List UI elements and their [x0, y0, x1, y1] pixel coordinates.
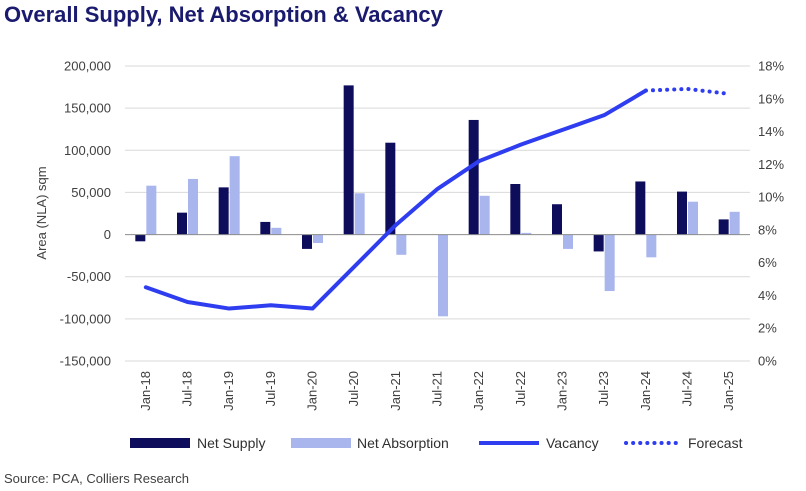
x-tick-label: Jan-21: [388, 371, 403, 411]
y2-tick-label: 0%: [758, 354, 777, 369]
net-absorption-bar: [688, 201, 698, 235]
legend-vacancy: Vacancy: [479, 435, 599, 451]
x-tick-label: Jul-22: [513, 371, 528, 406]
net-supply-bar: [677, 191, 687, 235]
net-absorption-bar: [604, 234, 615, 292]
line-series: [143, 86, 732, 311]
net-absorption-bar: [313, 234, 323, 243]
y-tick-label: -50,000: [67, 269, 111, 284]
x-tick-label: Jan-22: [471, 371, 486, 411]
net-supply-bar: [510, 184, 521, 235]
y2-tick-label: 2%: [758, 321, 777, 336]
y2-tick-label: 8%: [758, 222, 777, 237]
vacancy-line: [143, 88, 648, 311]
right-axis: 0% 2% 4% 6% 8% 10% 12% 14% 16% 18%: [758, 59, 784, 369]
net-absorption-bar: [229, 156, 240, 235]
y2-tick-label: 10%: [758, 190, 784, 205]
net-absorption-bar: [354, 193, 365, 235]
y-tick-label: -100,000: [60, 311, 111, 326]
net-supply-bar: [135, 234, 146, 242]
net-supply-bar: [177, 212, 187, 235]
source-note: Source: PCA, Colliers Research: [4, 471, 189, 486]
x-axis: Jan-18 Jul-18 Jan-19 Jul-19 Jan-20 Jul-20 Jan-…: [138, 371, 736, 411]
bar-series: [135, 85, 740, 317]
y2-tick-label: 12%: [758, 157, 784, 172]
x-tick-label: Jan-18: [138, 371, 153, 411]
net-supply-bar: [218, 187, 229, 235]
x-tick-label: Jul-23: [596, 371, 611, 406]
legend-net-supply: Net Supply: [130, 435, 265, 451]
legend-label: Net Absorption: [357, 435, 449, 451]
legend-label: Net Supply: [197, 435, 265, 451]
x-tick-label: Jan-25: [721, 371, 736, 411]
net-absorption-bar: [646, 234, 657, 258]
x-tick-label: Jan-20: [305, 371, 320, 411]
net-absorption-bar: [521, 232, 532, 235]
net-supply-bar: [468, 119, 479, 235]
x-tick-label: Jan-24: [638, 371, 653, 411]
net-absorption-bar: [563, 234, 573, 249]
net-supply-bar: [385, 142, 396, 235]
y-tick-label: 100,000: [64, 143, 111, 158]
x-tick-label: Jul-20: [346, 371, 361, 406]
x-tick-label: Jul-24: [680, 371, 695, 406]
net-supply-bar: [302, 234, 312, 249]
legend-label: Forecast: [688, 435, 743, 451]
net-absorption-bar: [271, 227, 282, 235]
forecast-line: [643, 86, 732, 96]
legend-swatch: [291, 438, 351, 448]
y2-tick-label: 16%: [758, 91, 784, 106]
net-supply-bar: [635, 181, 646, 235]
y2-tick-label: 14%: [758, 124, 784, 139]
net-absorption-bar: [729, 211, 740, 235]
net-absorption-bar: [479, 195, 490, 235]
legend-net-absorption: Net Absorption: [291, 435, 449, 451]
legend-label: Vacancy: [546, 435, 599, 451]
y-tick-label: 50,000: [71, 185, 111, 200]
y-tick-label: 0: [104, 227, 111, 242]
net-supply-bar: [593, 234, 604, 252]
net-absorption-bar: [396, 234, 407, 255]
x-tick-label: Jul-19: [263, 371, 278, 406]
net-absorption-bar: [188, 178, 198, 235]
chart-title: Overall Supply, Net Absorption & Vacancy: [4, 2, 443, 27]
net-supply-bar: [260, 221, 271, 235]
y2-tick-label: 18%: [758, 59, 784, 74]
y-axis-label: Area (NLA) sqm: [34, 166, 49, 259]
left-axis: -150,000 -100,000 -50,000 0 50,000 100,000 150…: [60, 59, 111, 369]
net-supply-bar: [343, 85, 354, 235]
x-tick-label: Jan-19: [221, 371, 236, 411]
y2-tick-label: 6%: [758, 255, 777, 270]
net-supply-bar: [552, 204, 562, 235]
net-supply-bar: [718, 219, 729, 235]
y-tick-label: -150,000: [60, 354, 111, 369]
x-tick-label: Jul-21: [430, 371, 445, 406]
legend-swatch: [130, 438, 190, 448]
y-tick-label: 200,000: [64, 59, 111, 74]
y2-tick-label: 4%: [758, 288, 777, 303]
x-tick-label: Jan-23: [555, 371, 570, 411]
net-absorption-bar: [146, 185, 157, 235]
y-tick-label: 150,000: [64, 101, 111, 116]
x-tick-label: Jul-18: [180, 371, 195, 406]
gridlines: [125, 65, 750, 362]
net-absorption-bar: [438, 234, 448, 317]
legend: Net Supply Net Absorption Vacancy Forecast: [130, 435, 743, 451]
legend-forecast: Forecast: [624, 435, 743, 451]
